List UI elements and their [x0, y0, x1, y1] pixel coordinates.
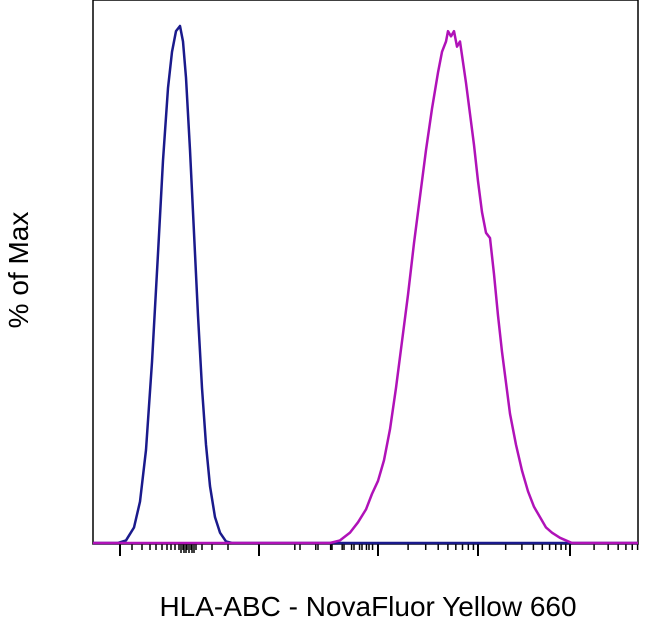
- plot-frame: [92, 0, 639, 545]
- series-line-2: [93, 29, 638, 545]
- series-line-1: [93, 24, 638, 545]
- y-axis-title: % of Max: [3, 212, 34, 329]
- x-axis-title: HLA-ABC - NovaFluor Yellow 660: [159, 591, 576, 622]
- x-axis-ticks: [119, 544, 639, 556]
- series-layer: [93, 24, 638, 545]
